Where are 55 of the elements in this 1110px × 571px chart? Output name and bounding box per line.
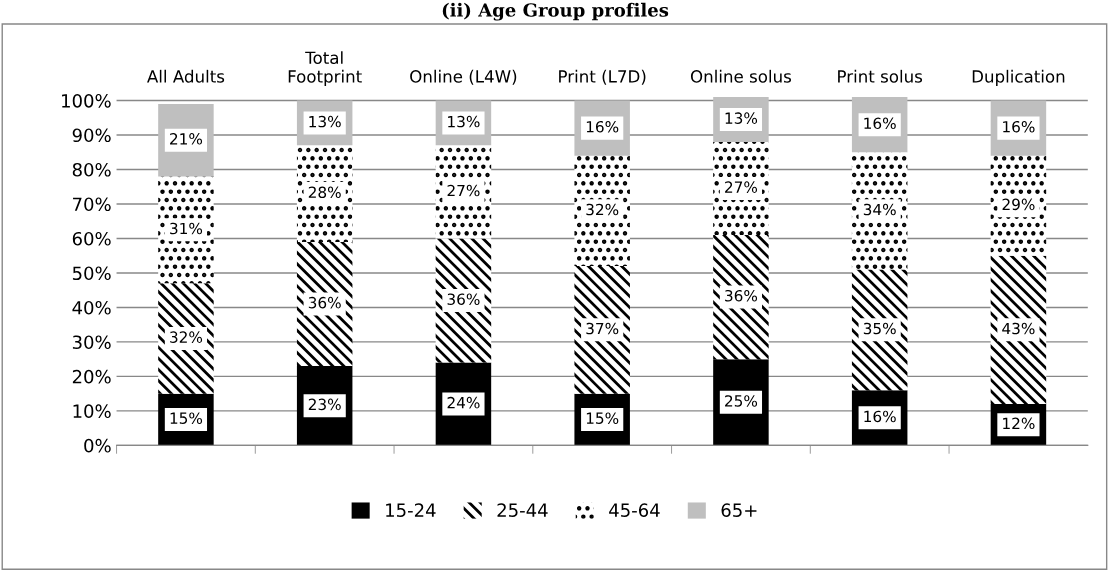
y-tick-label: 50% [72,266,111,281]
data-label: 16% [1003,120,1035,133]
x-tick-label: All Adults [147,69,225,83]
y-tick-label: 70% [73,197,111,212]
data-label: 32% [170,331,203,343]
data-label: 37% [586,322,619,335]
data-label: 29% [1002,198,1035,211]
data-label: 15% [170,412,203,424]
x-tick-label: Print solus [838,69,923,83]
data-label: 21% [170,133,203,145]
data-label: 27% [725,181,758,193]
y-tick-label: 100% [62,93,111,108]
data-label: 31% [170,222,203,235]
data-label: 36% [308,296,341,309]
x-tick-label: Total Footprint [288,51,362,86]
data-label: 28% [308,186,341,199]
data-label: 23% [308,398,341,411]
x-tick-label: Online solus [690,69,792,83]
chart-title: (ii) Age Group profiles [442,2,669,21]
data-label: 34% [863,203,896,216]
y-tick-label: 0% [84,438,111,453]
data-label: 13% [725,112,758,124]
y-tick-label: 10% [73,404,111,419]
legend-label: 25-44 [497,503,548,517]
data-label: 16% [864,117,896,130]
data-label: 32% [586,203,619,216]
data-label: 24% [447,396,480,409]
data-label: 13% [309,115,341,128]
data-label: 25% [725,395,758,407]
data-label: 16% [586,120,619,133]
y-tick-label: 30% [72,335,111,350]
legend-label: 65+ [721,503,757,517]
legend-label: 45-64 [609,503,660,517]
bar [574,266,630,394]
x-tick-label: Print (L7D) [559,69,646,85]
data-label: 27% [447,184,480,197]
bar [713,235,769,360]
data-label: 15% [586,412,619,424]
y-tick-label: 20% [72,369,111,384]
data-label: 12% [1003,417,1035,430]
legend-label: 15-24 [386,503,436,517]
data-label: 43% [1002,322,1035,335]
data-label: 35% [863,322,896,335]
bar [990,255,1047,404]
data-label: 16% [864,410,896,423]
y-tick-label: 80% [72,162,111,177]
x-tick-label: Online (L4W) [410,69,517,85]
data-label: 36% [725,289,758,302]
data-label: 13% [448,115,480,128]
bar [158,283,214,394]
y-tick-label: 60% [72,231,111,246]
x-tick-label: Duplication [972,69,1065,86]
y-tick-label: 40% [72,300,111,315]
y-tick-label: 90% [72,128,111,143]
data-label: 36% [447,293,480,305]
